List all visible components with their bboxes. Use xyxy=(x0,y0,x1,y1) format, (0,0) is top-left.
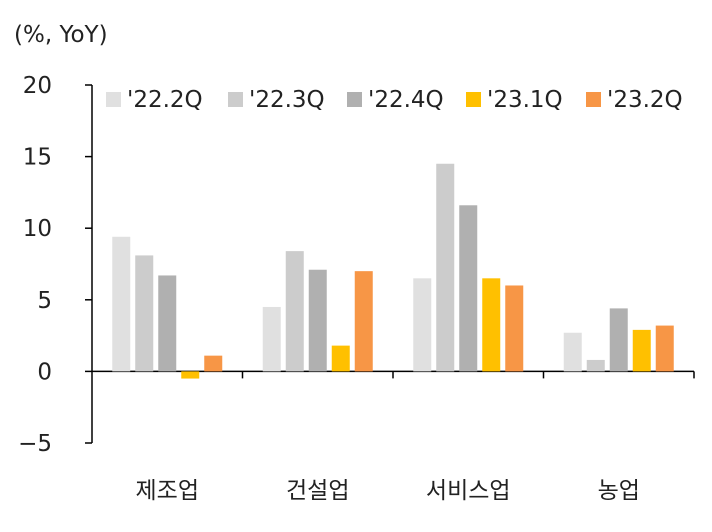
legend-swatch xyxy=(347,92,362,107)
bars xyxy=(112,163,674,379)
legend-label: '23.2Q xyxy=(607,87,683,113)
y-unit-label: (%, YoY) xyxy=(14,22,108,48)
bar xyxy=(632,329,651,372)
legend-swatch xyxy=(106,92,121,107)
axes xyxy=(91,85,695,443)
bar xyxy=(204,355,223,372)
y-tick-label: 5 xyxy=(37,288,52,314)
y-tick-label: 10 xyxy=(23,216,52,242)
y-tick-label: 0 xyxy=(37,359,52,385)
bar xyxy=(285,251,304,372)
bar xyxy=(482,278,501,372)
y-axis-ticks: 20 15 10 5 0 −5 xyxy=(18,73,92,457)
legend-swatch xyxy=(586,92,601,107)
legend-label: '22.4Q xyxy=(368,87,444,113)
x-category-label: 농업 xyxy=(598,478,640,504)
bar xyxy=(158,275,177,372)
y-tick-label: −5 xyxy=(18,431,52,457)
bar xyxy=(112,236,131,372)
x-category-label: 건설업 xyxy=(286,478,349,504)
bar xyxy=(354,271,373,372)
y-tick-label: 15 xyxy=(23,145,52,171)
x-category-label: 제조업 xyxy=(136,478,199,504)
bar xyxy=(655,325,674,372)
bar xyxy=(505,285,524,372)
legend-label: '22.2Q xyxy=(127,87,203,113)
legend-label: '23.1Q xyxy=(487,87,563,113)
bar xyxy=(181,371,200,379)
bar xyxy=(331,345,350,372)
legend-swatch xyxy=(466,92,481,107)
bar xyxy=(308,269,327,372)
legend: '22.2Q '22.3Q '22.4Q '23.1Q '23.2Q xyxy=(106,87,683,113)
bar xyxy=(436,163,455,372)
x-category-label: 서비스업 xyxy=(426,478,511,504)
legend-swatch xyxy=(228,92,243,107)
y-tick-label: 20 xyxy=(23,73,52,99)
bar xyxy=(262,306,281,372)
legend-label: '22.3Q xyxy=(249,87,325,113)
bar xyxy=(135,255,154,372)
bar xyxy=(563,332,582,372)
bar xyxy=(609,308,628,372)
x-axis-labels: 제조업 건설업 서비스업 농업 xyxy=(136,478,640,504)
bar xyxy=(413,278,432,372)
bar xyxy=(586,359,605,372)
bar xyxy=(459,205,478,372)
